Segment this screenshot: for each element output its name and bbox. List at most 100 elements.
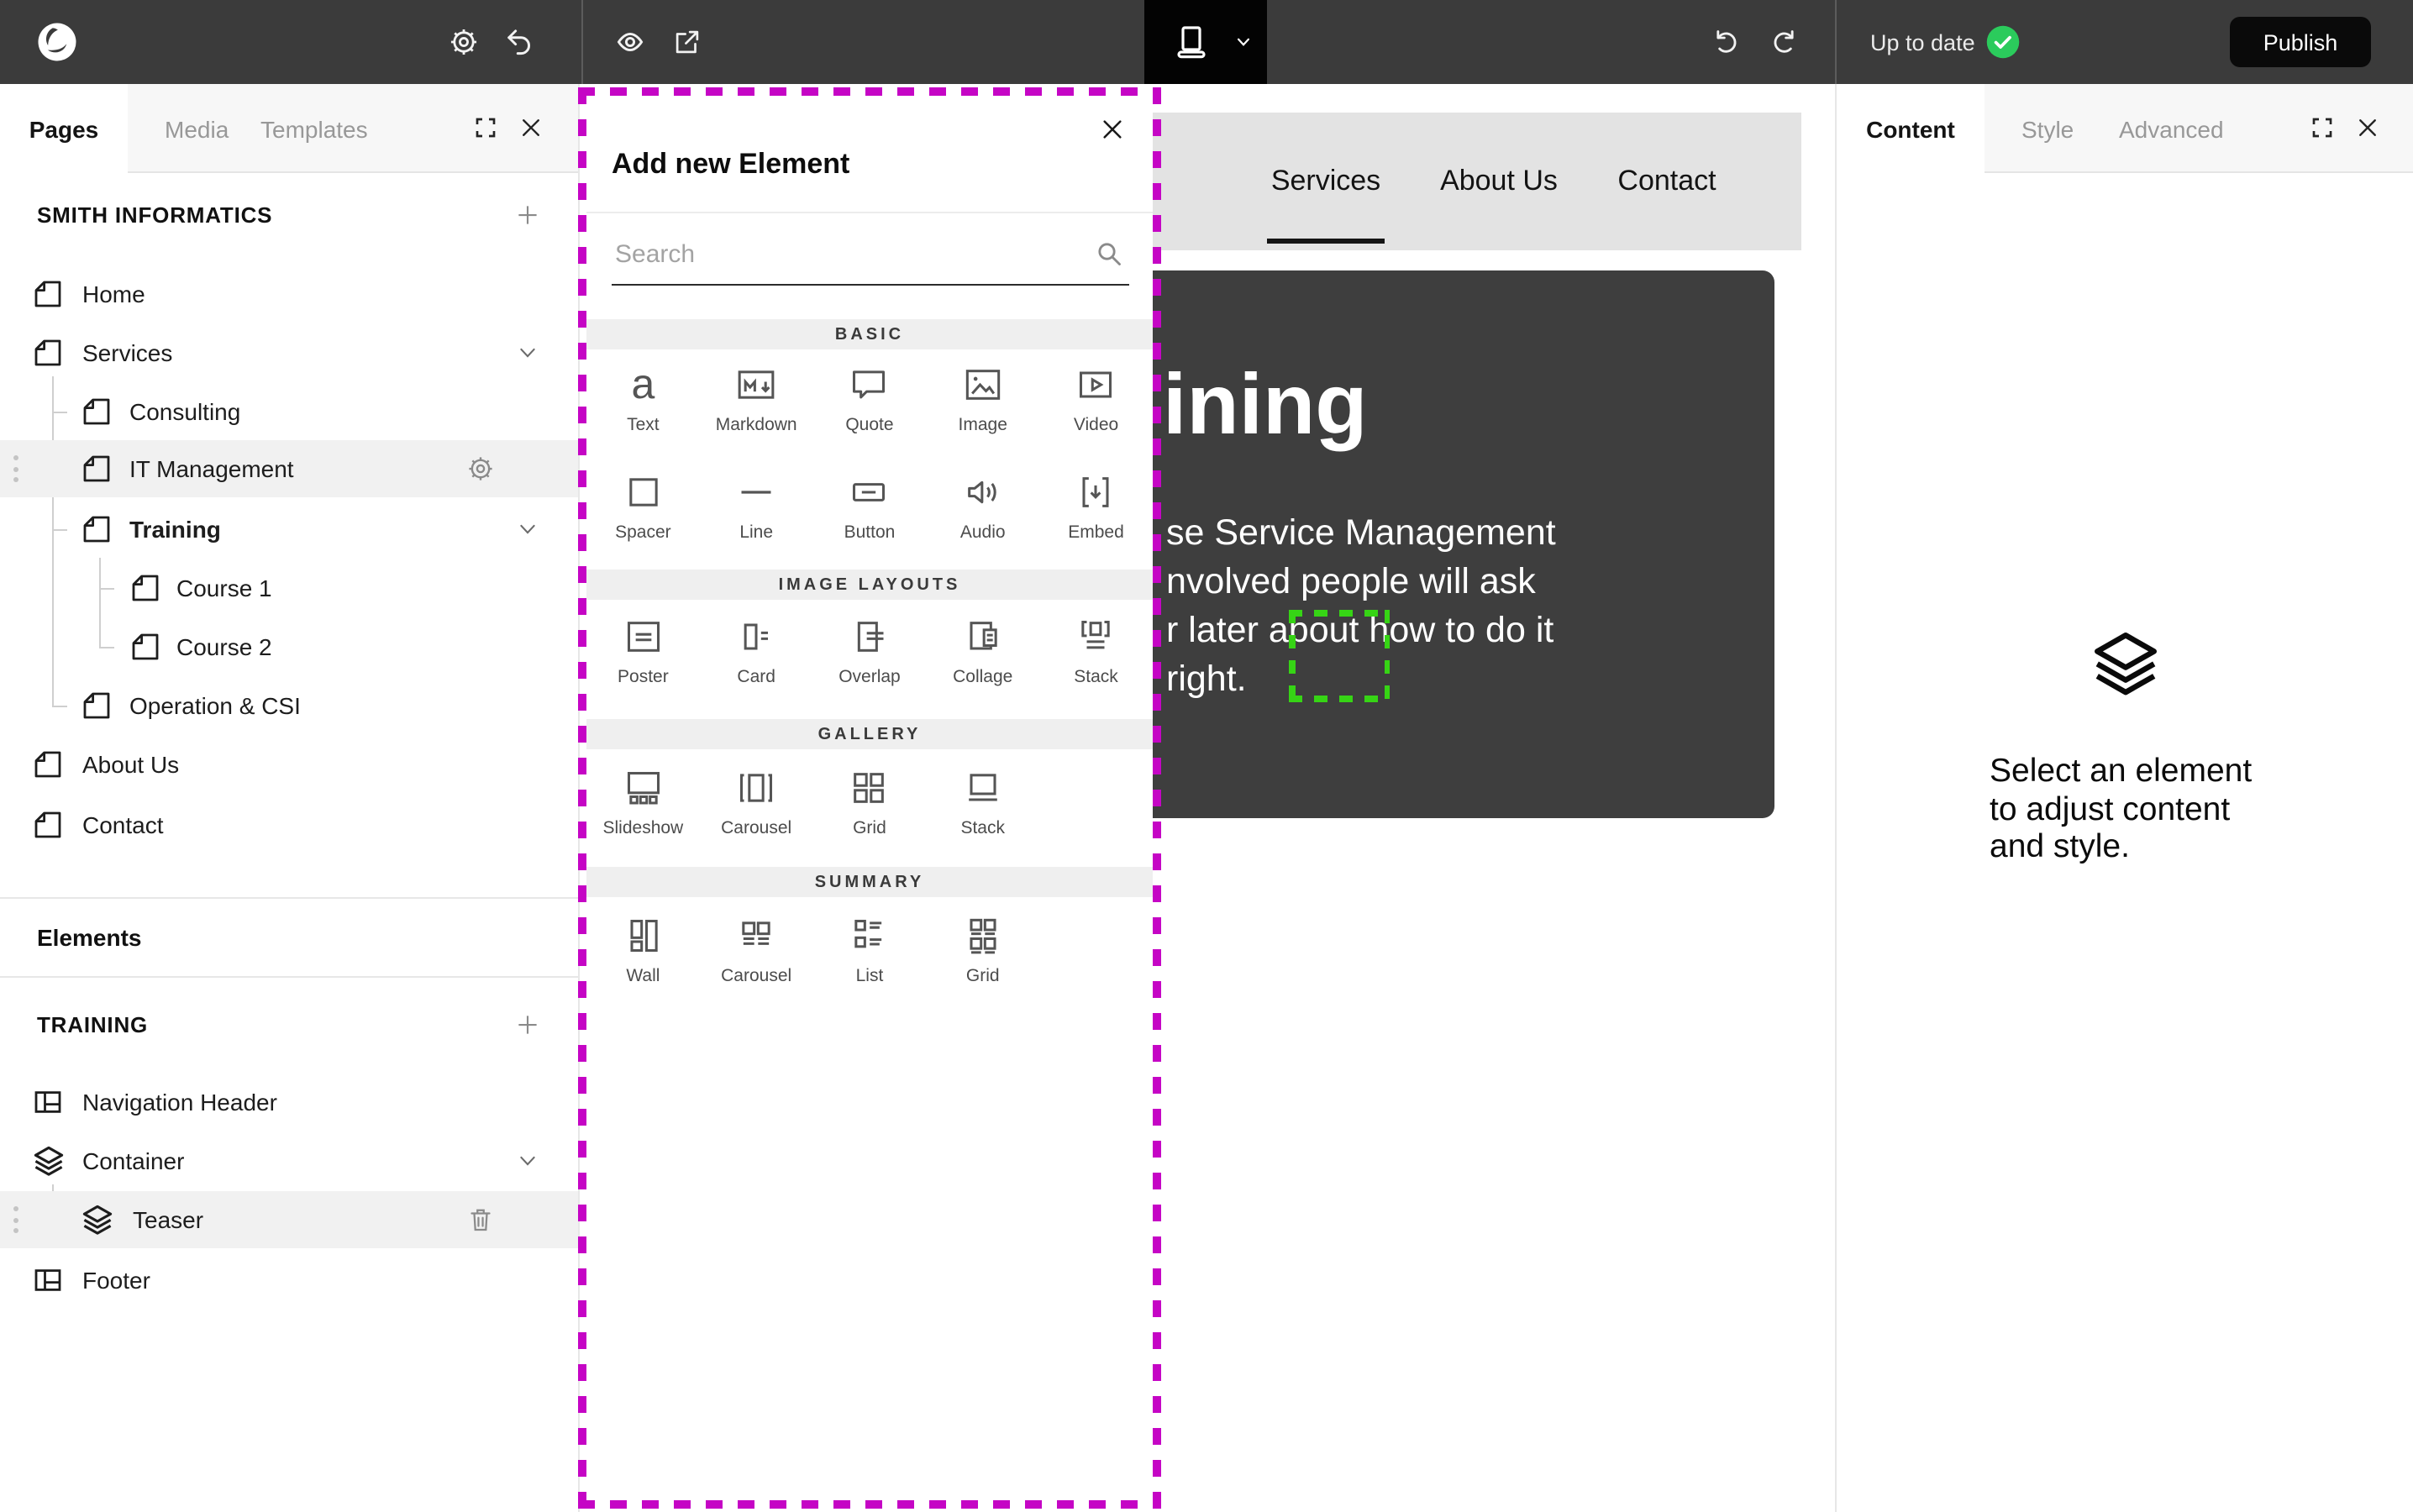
quote-icon [846, 356, 893, 413]
element-item-wall[interactable]: Wall [586, 907, 700, 1011]
drag-handle-icon[interactable] [13, 1206, 18, 1233]
element-item-poster[interactable]: Poster [586, 608, 700, 712]
element-grid-row: Poster Card Overlap Collage Stack [586, 608, 1153, 712]
tree-connector [99, 647, 114, 648]
chevron-down-icon[interactable] [516, 517, 539, 541]
back-undo-icon[interactable] [502, 24, 537, 60]
device-selector[interactable] [1144, 0, 1267, 84]
element-item-slideshow[interactable]: Slideshow [586, 759, 700, 864]
markdown-icon [733, 356, 780, 413]
element-item-spacer[interactable]: Spacer [586, 464, 700, 568]
element-item-audio[interactable]: Audio [926, 464, 1039, 568]
tab-media-label: Media [165, 115, 229, 142]
add-page-icon[interactable] [513, 201, 542, 229]
section-header-gallery: GALLERY [586, 719, 1153, 749]
element-item-stack-gallery[interactable]: Stack [926, 759, 1039, 864]
element-item-embed[interactable]: Embed [1039, 464, 1153, 568]
add-element-modal: Add new Element BASIC a Text Markdown [586, 96, 1390, 1500]
undo-icon[interactable] [1709, 25, 1743, 59]
modal-close-icon[interactable] [1099, 116, 1126, 143]
preview-eye-icon[interactable] [612, 24, 649, 60]
close-panel-icon[interactable] [2355, 115, 2380, 140]
element-item-quote[interactable]: Quote [813, 356, 927, 460]
page-row-course-1[interactable]: Course 1 [0, 559, 578, 617]
page-row-course-2[interactable]: Course 2 [0, 618, 578, 675]
element-item-carousel-summary[interactable]: Carousel [700, 907, 813, 1011]
element-item-line[interactable]: Line [700, 464, 813, 568]
elements-header-row: Elements [0, 909, 578, 966]
page-settings-icon[interactable] [465, 453, 497, 485]
tab-style[interactable]: Style [2021, 84, 2074, 173]
chevron-down-icon[interactable] [516, 1149, 539, 1173]
page-label: Home [82, 281, 145, 307]
element-item-stack-image[interactable]: Stack [1039, 608, 1153, 712]
element-search [612, 225, 1129, 286]
card-selection-border [1289, 696, 1390, 701]
element-grid-row: a Text Markdown Quote Image Video [586, 356, 1153, 460]
element-row-container[interactable]: Container [0, 1132, 578, 1189]
page-row-training[interactable]: Training [0, 501, 578, 558]
element-item-carousel-gallery[interactable]: Carousel [700, 759, 813, 864]
open-in-new-icon[interactable] [671, 26, 703, 58]
element-label: Teaser [133, 1206, 204, 1233]
section-header-image-layouts: IMAGE LAYOUTS [586, 570, 1153, 600]
page-row-contact[interactable]: Contact [0, 796, 578, 853]
element-item-card[interactable]: Card [700, 608, 813, 712]
chevron-down-icon[interactable] [516, 341, 539, 365]
page-row-consulting[interactable]: Consulting [0, 383, 578, 440]
close-panel-icon[interactable] [518, 115, 544, 140]
page-row-operation-csi[interactable]: Operation & CSI [0, 677, 578, 734]
carousel-icon [733, 759, 780, 816]
page-row-about-us[interactable]: About Us [0, 736, 578, 793]
slideshow-icon [619, 759, 666, 816]
tree-connector [52, 376, 54, 706]
redo-icon[interactable] [1768, 25, 1801, 59]
tab-advanced[interactable]: Advanced [2119, 84, 2224, 173]
tab-templates-label: Templates [260, 115, 368, 142]
tab-content[interactable]: Content [1837, 84, 1985, 173]
tab-pages[interactable]: Pages [0, 84, 128, 173]
tab-templates[interactable]: Templates [260, 84, 368, 173]
element-item-markdown[interactable]: Markdown [700, 356, 813, 460]
page-row-services[interactable]: Services [0, 324, 578, 381]
preview-nav-contact[interactable]: Contact [1617, 165, 1716, 197]
publish-button[interactable]: Publish [2230, 17, 2371, 67]
drag-handle-icon[interactable] [13, 455, 18, 482]
page-row-home[interactable]: Home [0, 265, 578, 323]
element-row-teaser[interactable]: Teaser [0, 1191, 578, 1248]
embed-icon [1073, 464, 1120, 521]
tree-connector [99, 558, 101, 647]
publish-button-label: Publish [2263, 29, 2338, 55]
app-logo-icon[interactable] [34, 19, 80, 65]
publish-status: Up to date [1870, 0, 1975, 84]
element-item-overlap[interactable]: Overlap [813, 608, 927, 712]
add-element-icon[interactable] [513, 1011, 542, 1039]
right-tabbar: Content Style Advanced [1837, 84, 2413, 173]
element-search-input[interactable] [612, 225, 1072, 282]
element-row-navigation-header[interactable]: Navigation Header [0, 1074, 578, 1131]
element-item-video[interactable]: Video [1039, 356, 1153, 460]
element-item-button[interactable]: Button [813, 464, 927, 568]
tab-media[interactable]: Media [165, 84, 229, 173]
search-icon[interactable] [1092, 237, 1126, 270]
expand-panel-icon[interactable] [472, 114, 499, 141]
page-row-it-management[interactable]: IT Management [0, 440, 578, 497]
element-item-text[interactable]: a Text [627, 360, 660, 435]
element-label: Navigation Header [82, 1089, 277, 1116]
text-icon: a [631, 360, 655, 407]
element-item-grid-gallery[interactable]: Grid [813, 759, 927, 864]
element-item-list[interactable]: List [813, 907, 927, 1011]
delete-trash-icon[interactable] [465, 1205, 496, 1235]
line-icon [733, 464, 780, 521]
element-item-grid-summary[interactable]: Grid [926, 907, 1039, 1011]
element-item-image[interactable]: Image [926, 356, 1039, 460]
element-item-collage[interactable]: Collage [926, 608, 1039, 712]
preview-teaser-block[interactable]: ining se Service Management nvolved peop… [1109, 270, 1774, 818]
preview-nav-services[interactable]: Services [1270, 165, 1381, 197]
settings-icon[interactable] [446, 24, 481, 60]
tab-pages-label: Pages [29, 115, 99, 142]
topbar-divider [1835, 0, 1837, 84]
element-row-footer[interactable]: Footer [0, 1252, 578, 1309]
preview-nav-about-us[interactable]: About Us [1440, 165, 1558, 197]
expand-panel-icon[interactable] [2309, 114, 2336, 141]
